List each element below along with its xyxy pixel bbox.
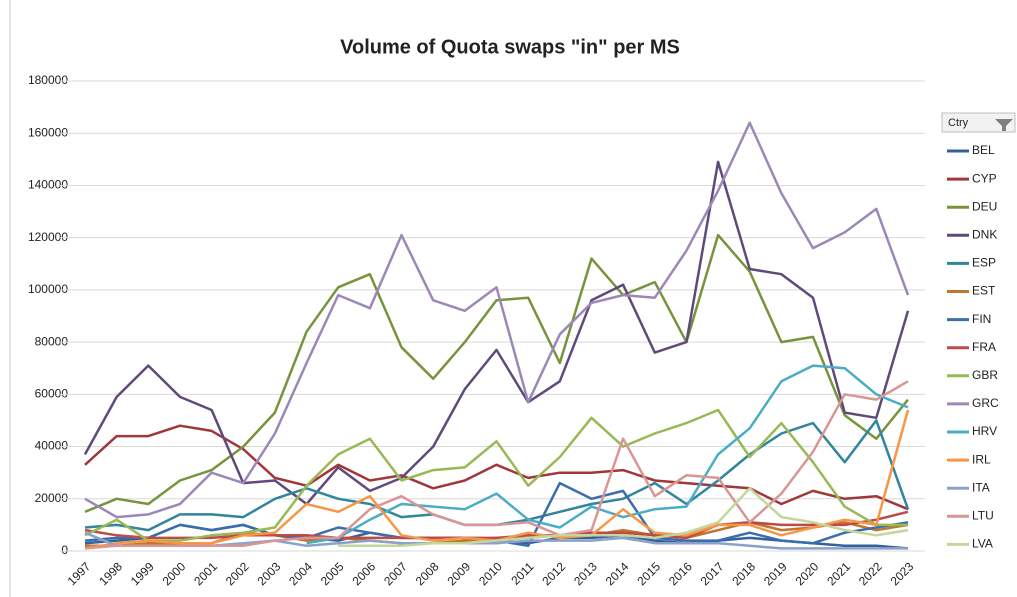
x-tick-label: 1998 [96, 559, 125, 588]
x-tick-label: 2022 [856, 559, 885, 588]
legend-label: DNK [972, 227, 997, 241]
legend-label: IRL [972, 452, 991, 466]
x-tick-label: 2006 [349, 559, 378, 588]
series-line [306, 364, 909, 545]
legend-label: LTU [972, 508, 994, 522]
legend-label: GBR [972, 368, 998, 382]
legend-label: EST [972, 284, 996, 298]
y-tick-label: 100000 [28, 282, 68, 296]
legend-title: Ctry [948, 117, 969, 129]
x-tick-label: 2018 [729, 559, 758, 588]
series-line [84, 424, 909, 511]
chart-title: Volume of Quota swaps "in" per MS [340, 36, 680, 58]
x-tick-label: 2021 [824, 559, 853, 588]
x-tick-label: 2002 [223, 559, 252, 588]
legend-label: HRV [972, 424, 997, 438]
y-tick-label: 160000 [28, 125, 68, 139]
series-line [84, 121, 910, 519]
x-tick-label: 2001 [191, 559, 220, 588]
series-line [338, 487, 909, 548]
x-tick-label: 2015 [634, 559, 663, 588]
y-tick-label: 140000 [28, 178, 68, 192]
legend-label: FRA [972, 340, 996, 354]
x-tick-label: 2009 [444, 559, 473, 588]
x-tick-label: 2007 [381, 559, 410, 588]
legend-label: GRC [972, 396, 999, 410]
legend-label: BEL [972, 143, 995, 157]
legend-label: LVA [972, 537, 993, 551]
x-tick-label: 2016 [666, 559, 695, 588]
y-tick-label: 60000 [35, 387, 69, 401]
series-line [83, 160, 910, 506]
x-tick-label: 1997 [65, 559, 94, 588]
series-line [84, 408, 908, 542]
x-tick-label: 2003 [255, 559, 284, 588]
x-tick-label: 2000 [160, 559, 189, 588]
y-tick-label: 40000 [35, 439, 69, 453]
series-line [84, 233, 909, 513]
y-tick-label: 0 [61, 543, 68, 557]
x-tick-label: 2014 [603, 559, 632, 588]
series-line [84, 380, 909, 550]
y-tick-label: 180000 [28, 73, 68, 87]
x-tick-label: 2017 [698, 559, 727, 588]
y-tick-label: 80000 [35, 334, 69, 348]
legend-label: FIN [972, 312, 991, 326]
x-tick-label: 2023 [888, 559, 917, 588]
legend-label: CYP [972, 171, 997, 185]
legend-label: ITA [972, 480, 990, 494]
legend-label: DEU [972, 199, 997, 213]
x-tick-label: 2004 [286, 559, 315, 588]
filter-icon [995, 119, 1013, 131]
x-tick-label: 2011 [508, 559, 536, 587]
x-tick-label: 2019 [761, 559, 790, 588]
y-tick-label: 20000 [35, 491, 69, 505]
x-tick-label: 2005 [318, 559, 347, 588]
y-tick-label: 120000 [28, 230, 68, 244]
x-tick-label: 1999 [128, 559, 157, 588]
x-tick-label: 2020 [793, 559, 822, 588]
x-tick-label: 2012 [539, 559, 568, 588]
x-tick-label: 2008 [413, 559, 442, 588]
series-line [84, 510, 909, 540]
x-tick-label: 2013 [571, 559, 600, 588]
x-tick-label: 2010 [476, 559, 505, 588]
legend-filter-button[interactable] [941, 112, 1016, 133]
legend-label: ESP [972, 256, 996, 270]
